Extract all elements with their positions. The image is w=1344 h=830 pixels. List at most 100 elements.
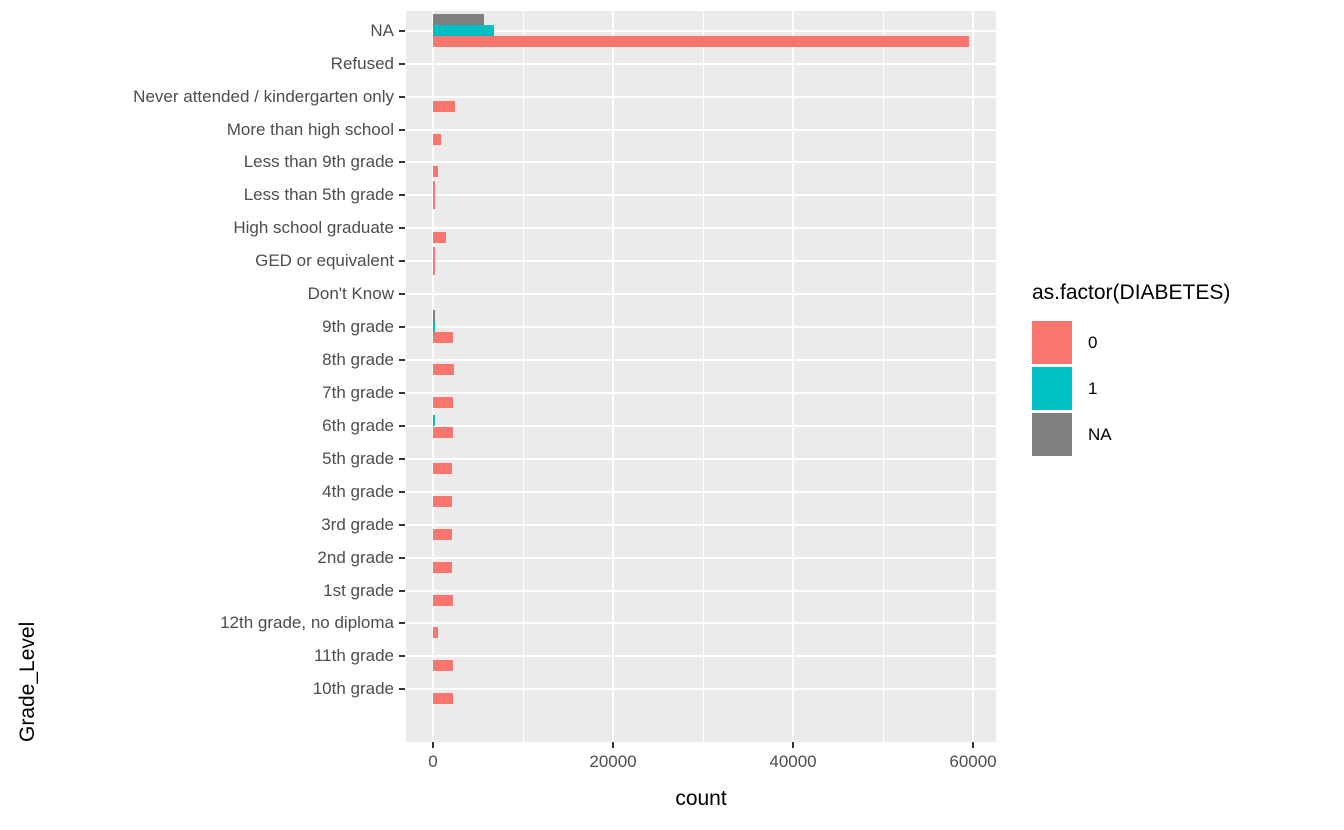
gridline-major — [406, 95, 996, 98]
legend-entry: 1 — [1032, 367, 1230, 410]
gridline-major — [406, 655, 996, 658]
y-tick-label: GED or equivalent — [255, 251, 394, 271]
bar-0 — [433, 364, 455, 376]
bar-NA — [433, 13, 485, 25]
y-tick-label: Refused — [330, 53, 394, 73]
bar-0 — [433, 133, 442, 145]
gridline-minor — [522, 11, 524, 742]
gridline-major — [972, 11, 974, 742]
y-tick-label: 5th grade — [322, 448, 394, 468]
y-tick-mark — [399, 29, 405, 32]
gridline-major — [406, 128, 996, 131]
y-tick-mark — [399, 622, 405, 625]
y-tick-mark — [399, 293, 405, 296]
y-tick-mark — [399, 688, 405, 691]
y-tick-label: 7th grade — [322, 382, 394, 402]
gridline-major — [792, 11, 794, 742]
legend-key-swatch — [1032, 367, 1072, 410]
bar-0 — [433, 247, 435, 276]
gridline-major — [406, 29, 996, 32]
x-tick-label: 0 — [428, 752, 438, 771]
gridline-major — [612, 11, 614, 742]
legend-entry: NA — [1032, 413, 1230, 456]
x-tick-mark — [432, 742, 434, 748]
bar-0 — [433, 332, 453, 344]
y-tick-mark — [399, 194, 405, 197]
y-tick-mark — [399, 391, 405, 394]
gridline-major — [406, 457, 996, 460]
gridline-major — [406, 391, 996, 394]
x-tick-mark — [792, 742, 794, 748]
y-tick-mark — [399, 490, 405, 493]
bar-0 — [433, 528, 453, 540]
gridline-major — [406, 424, 996, 427]
y-tick-label: 9th grade — [322, 317, 394, 337]
y-tick-mark — [399, 326, 405, 329]
bar-0 — [433, 232, 446, 244]
y-tick-mark — [399, 260, 405, 263]
legend-entries: 0 1 NA — [1032, 321, 1230, 456]
legend-entry-label: 1 — [1088, 378, 1098, 398]
bar-0 — [433, 594, 454, 606]
y-tick-label: 3rd grade — [321, 514, 394, 534]
legend-key-swatch — [1032, 321, 1072, 364]
y-tick-label: 6th grade — [322, 415, 394, 435]
gridline-major — [406, 161, 996, 164]
legend-entry-label: 0 — [1088, 332, 1098, 352]
x-tick-label: 60000 — [949, 752, 997, 771]
x-axis-title: count — [675, 787, 727, 810]
gridline-major — [406, 326, 996, 329]
y-tick-label: 8th grade — [322, 350, 394, 370]
y-tick-mark — [399, 62, 405, 65]
gridline-minor — [702, 11, 704, 742]
y-tick-mark — [399, 161, 405, 164]
bar-1 — [433, 24, 495, 36]
bar-0 — [433, 396, 454, 408]
gridline-major — [406, 622, 996, 625]
y-tick-mark — [399, 424, 405, 427]
legend-key-swatch — [1032, 413, 1072, 456]
gridline-major — [406, 194, 996, 197]
legend: as.factor(DIABETES) 0 1 NA — [1032, 281, 1230, 459]
bar-0 — [433, 693, 454, 705]
y-axis-labels: NA Refused Never attended / kindergarten o… — [0, 11, 394, 742]
legend-entry-label: NA — [1088, 424, 1112, 444]
bar-0 — [433, 166, 438, 178]
gridline-major — [406, 227, 996, 230]
gridline-major — [432, 11, 434, 742]
bar-0 — [433, 462, 452, 474]
y-tick-mark — [399, 655, 405, 658]
gridline-major — [406, 556, 996, 559]
y-tick-label: Less than 5th grade — [243, 185, 394, 205]
bar-1 — [433, 321, 435, 333]
bar-1 — [433, 414, 435, 426]
y-tick-label: Don't Know — [307, 284, 394, 304]
bar-0 — [433, 627, 438, 639]
gridline-major — [406, 589, 996, 592]
y-tick-label: NA — [370, 20, 394, 40]
y-tick-label: 11th grade — [313, 646, 394, 666]
y-tick-label: 1st grade — [323, 580, 394, 600]
bar-0 — [433, 426, 453, 438]
bar-0 — [433, 181, 435, 210]
gridline-major — [406, 62, 996, 65]
x-tick-label: 40000 — [769, 752, 817, 771]
y-tick-label: Never attended / kindergarten only — [133, 86, 394, 106]
y-tick-mark — [399, 523, 405, 526]
x-tick-mark — [612, 742, 614, 748]
y-tick-mark — [399, 457, 405, 460]
gridline-major — [406, 293, 996, 296]
gridline-major — [406, 359, 996, 362]
y-tick-label: 4th grade — [322, 481, 394, 501]
plot-panel — [406, 11, 996, 742]
gridline-minor — [882, 11, 884, 742]
y-tick-mark — [399, 128, 405, 131]
x-tick-mark — [972, 742, 974, 748]
bar-0 — [433, 495, 452, 507]
y-tick-label: 10th grade — [312, 679, 394, 699]
bar-0 — [433, 100, 455, 112]
y-tick-mark — [399, 589, 405, 592]
y-tick-label: 2nd grade — [317, 547, 394, 567]
legend-entry: 0 — [1032, 321, 1230, 364]
